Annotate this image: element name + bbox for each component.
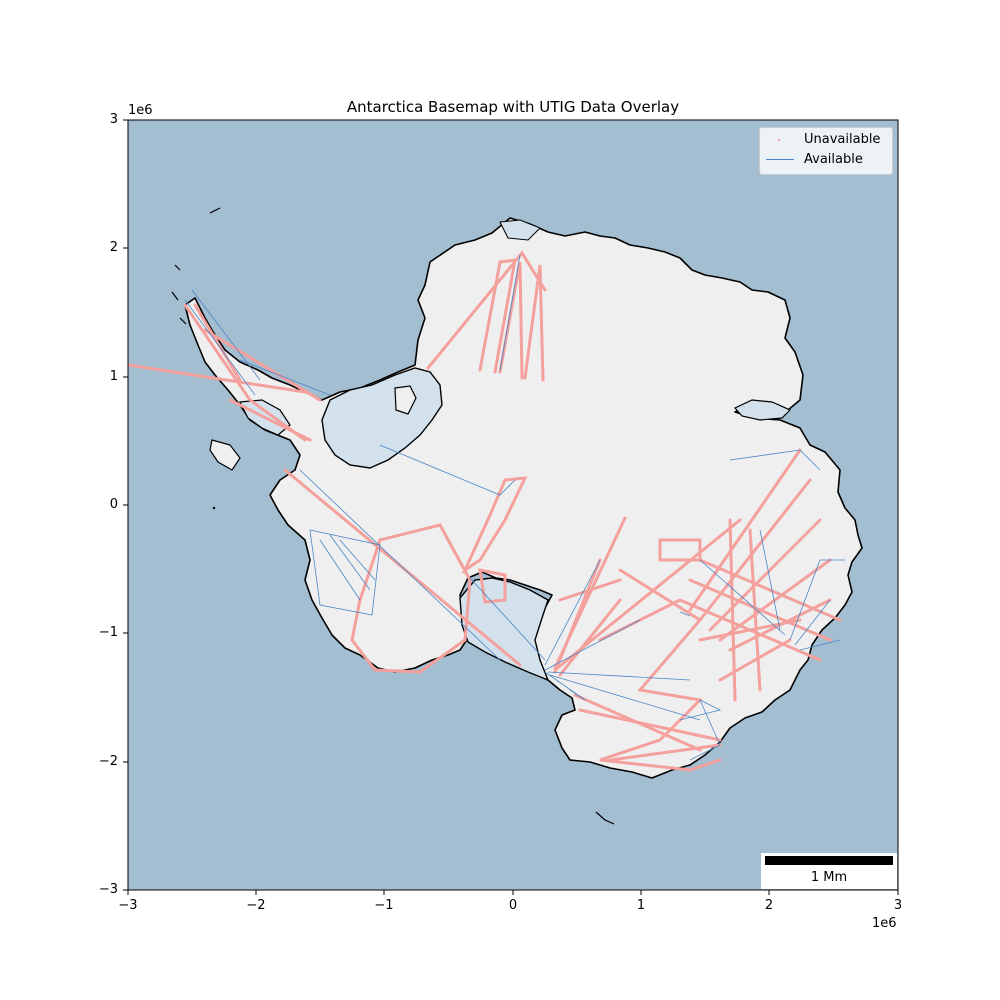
ice-shelf-east (499, 219, 541, 241)
legend-item-unavailable: Unavailable (760, 131, 892, 149)
island-balleny (595, 811, 615, 825)
legend-label: Available (804, 152, 863, 167)
y-tick-label: −3 (98, 882, 118, 897)
available-tracks (184, 254, 845, 761)
ice-shelf-ross (459, 577, 550, 682)
legend: Unavailable Available (759, 127, 893, 175)
map-title: Antarctica Basemap with UTIG Data Overla… (346, 98, 680, 116)
x-tick-label: −1 (374, 898, 394, 913)
y-tick-label: 3 (109, 112, 118, 127)
island-berkner (394, 385, 417, 415)
unavailable-tracks (128, 250, 842, 772)
scale-bar-label: 1 Mm (810, 870, 848, 885)
ice-shelf-amery (734, 399, 792, 421)
x-tick-label: 2 (764, 898, 774, 913)
tick-marks (123, 119, 899, 895)
legend-label: Unavailable (804, 132, 881, 147)
island-small (212, 506, 216, 510)
y-tick-label: 2 (109, 240, 118, 255)
y-tick-label: 0 (109, 497, 118, 512)
continent-land (184, 217, 863, 779)
x-offset-label: 1e6 (872, 916, 897, 931)
y-tick-label: 1 (109, 369, 118, 384)
line-marker-icon (766, 159, 794, 160)
legend-item-available: Available (760, 151, 892, 169)
island-peninsula-tip (171, 264, 187, 325)
x-tick-label: 3 (893, 898, 903, 913)
dot-marker-icon (778, 139, 780, 141)
x-tick-label: −3 (118, 898, 138, 913)
island-alexander (209, 439, 241, 471)
x-tick-label: −2 (246, 898, 266, 913)
y-tick-label: −2 (98, 754, 118, 769)
x-tick-label: 0 (508, 898, 518, 913)
scale-bar: 1 Mm (761, 853, 897, 889)
island-south-shetland (209, 207, 221, 214)
y-offset-label: 1e6 (128, 103, 153, 118)
y-tick-label: −1 (98, 625, 118, 640)
x-tick-label: 1 (636, 898, 646, 913)
scale-bar-line (765, 856, 893, 865)
